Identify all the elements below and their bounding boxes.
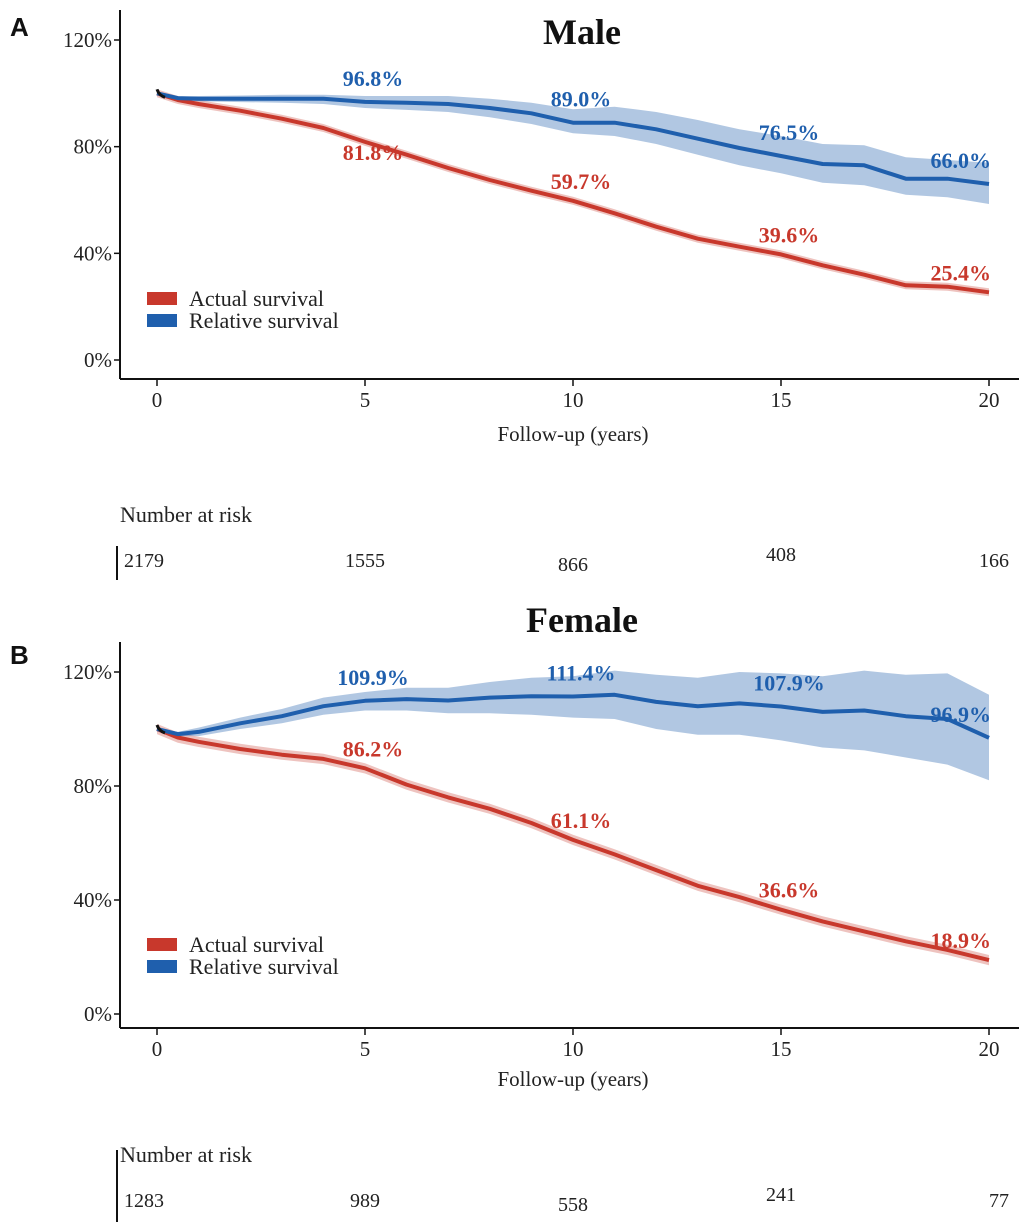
data-label-relative: 96.8% (343, 66, 404, 91)
risk-count: 241 (766, 1184, 796, 1206)
risk-table-title: Number at risk (120, 502, 252, 527)
panel-title: Female (526, 600, 638, 640)
ci-band-actual (157, 723, 989, 966)
x-tick-label: 20 (979, 1037, 1000, 1061)
legend-entry: Relative survival (189, 954, 339, 979)
legend-swatch (147, 314, 177, 327)
data-label-actual: 81.8% (343, 140, 404, 165)
x-tick-label: 5 (360, 388, 371, 412)
start-marker (155, 724, 166, 735)
data-label-actual: 18.9% (931, 928, 992, 953)
legend-entry: Actual survival (189, 932, 324, 957)
risk-count: 166 (979, 550, 1009, 572)
data-label-relative: 109.9% (337, 665, 409, 690)
start-marker (155, 88, 166, 99)
y-tick-label: 0% (84, 348, 112, 372)
risk-count: 1283 (124, 1190, 164, 1212)
x-tick-label: 15 (771, 388, 792, 412)
x-tick-label: 0 (152, 388, 163, 412)
panel-title: Male (543, 12, 621, 52)
x-tick-label: 20 (979, 388, 1000, 412)
data-label-actual: 86.2% (343, 736, 404, 761)
y-tick-label: 80% (74, 135, 113, 159)
y-tick-label: 80% (74, 774, 113, 798)
data-label-actual: 25.4% (931, 260, 992, 285)
x-axis-label: Follow-up (years) (497, 422, 648, 446)
ci-band-relative (157, 670, 989, 781)
legend-swatch (147, 292, 177, 305)
data-label-relative: 111.4% (546, 661, 615, 686)
panel-letter: B (10, 640, 29, 670)
legend-swatch (147, 938, 177, 951)
x-tick-label: 0 (152, 1037, 163, 1061)
x-axis-label: Follow-up (years) (497, 1067, 648, 1091)
y-tick-label: 120% (63, 28, 112, 52)
x-tick-label: 10 (563, 1037, 584, 1061)
ci-band-relative (157, 93, 989, 204)
panel-a: A Male 81.8% 59.7% 39.6% 25.4% 96.8% 89.0% 76.5%… (10, 10, 1019, 580)
y-tick-label: 40% (74, 241, 113, 265)
y-tick-label: 120% (63, 660, 112, 684)
x-tick-label: 15 (771, 1037, 792, 1061)
risk-count: 408 (766, 544, 796, 566)
y-tick-label: 40% (74, 888, 113, 912)
x-tick-label: 5 (360, 1037, 371, 1061)
risk-count: 1555 (345, 550, 385, 572)
data-label-actual: 61.1% (551, 808, 612, 833)
data-label-actual: 59.7% (551, 169, 612, 194)
series-line-actual (156, 727, 990, 963)
legend-entry: Actual survival (189, 286, 324, 311)
data-label-relative: 76.5% (759, 120, 820, 145)
data-label-relative: 96.9% (931, 702, 992, 727)
x-tick-label: 10 (563, 388, 584, 412)
data-label-actual: 36.6% (759, 878, 820, 903)
risk-count: 866 (558, 554, 588, 576)
legend-entry: Relative survival (189, 308, 339, 333)
series-line-relative (156, 91, 990, 186)
data-label-relative: 66.0% (931, 148, 992, 173)
risk-table-title: Number at risk (120, 1142, 252, 1167)
legend-swatch (147, 960, 177, 973)
y-tick-label: 0% (84, 1002, 112, 1026)
risk-count: 558 (558, 1194, 588, 1216)
panel-b: B Female 86.2% 61.1% 36.6% 18.9% 109.9% 111.4% 1… (10, 600, 1019, 1222)
series-line-relative (156, 692, 990, 740)
data-label-relative: 107.9% (753, 670, 825, 695)
data-label-actual: 39.6% (759, 222, 820, 247)
panel-letter: A (10, 12, 29, 42)
data-label-relative: 89.0% (551, 87, 612, 112)
risk-count: 989 (350, 1190, 380, 1212)
risk-count: 77 (989, 1190, 1009, 1212)
series-line-actual (156, 91, 990, 295)
risk-count: 2179 (124, 550, 164, 572)
